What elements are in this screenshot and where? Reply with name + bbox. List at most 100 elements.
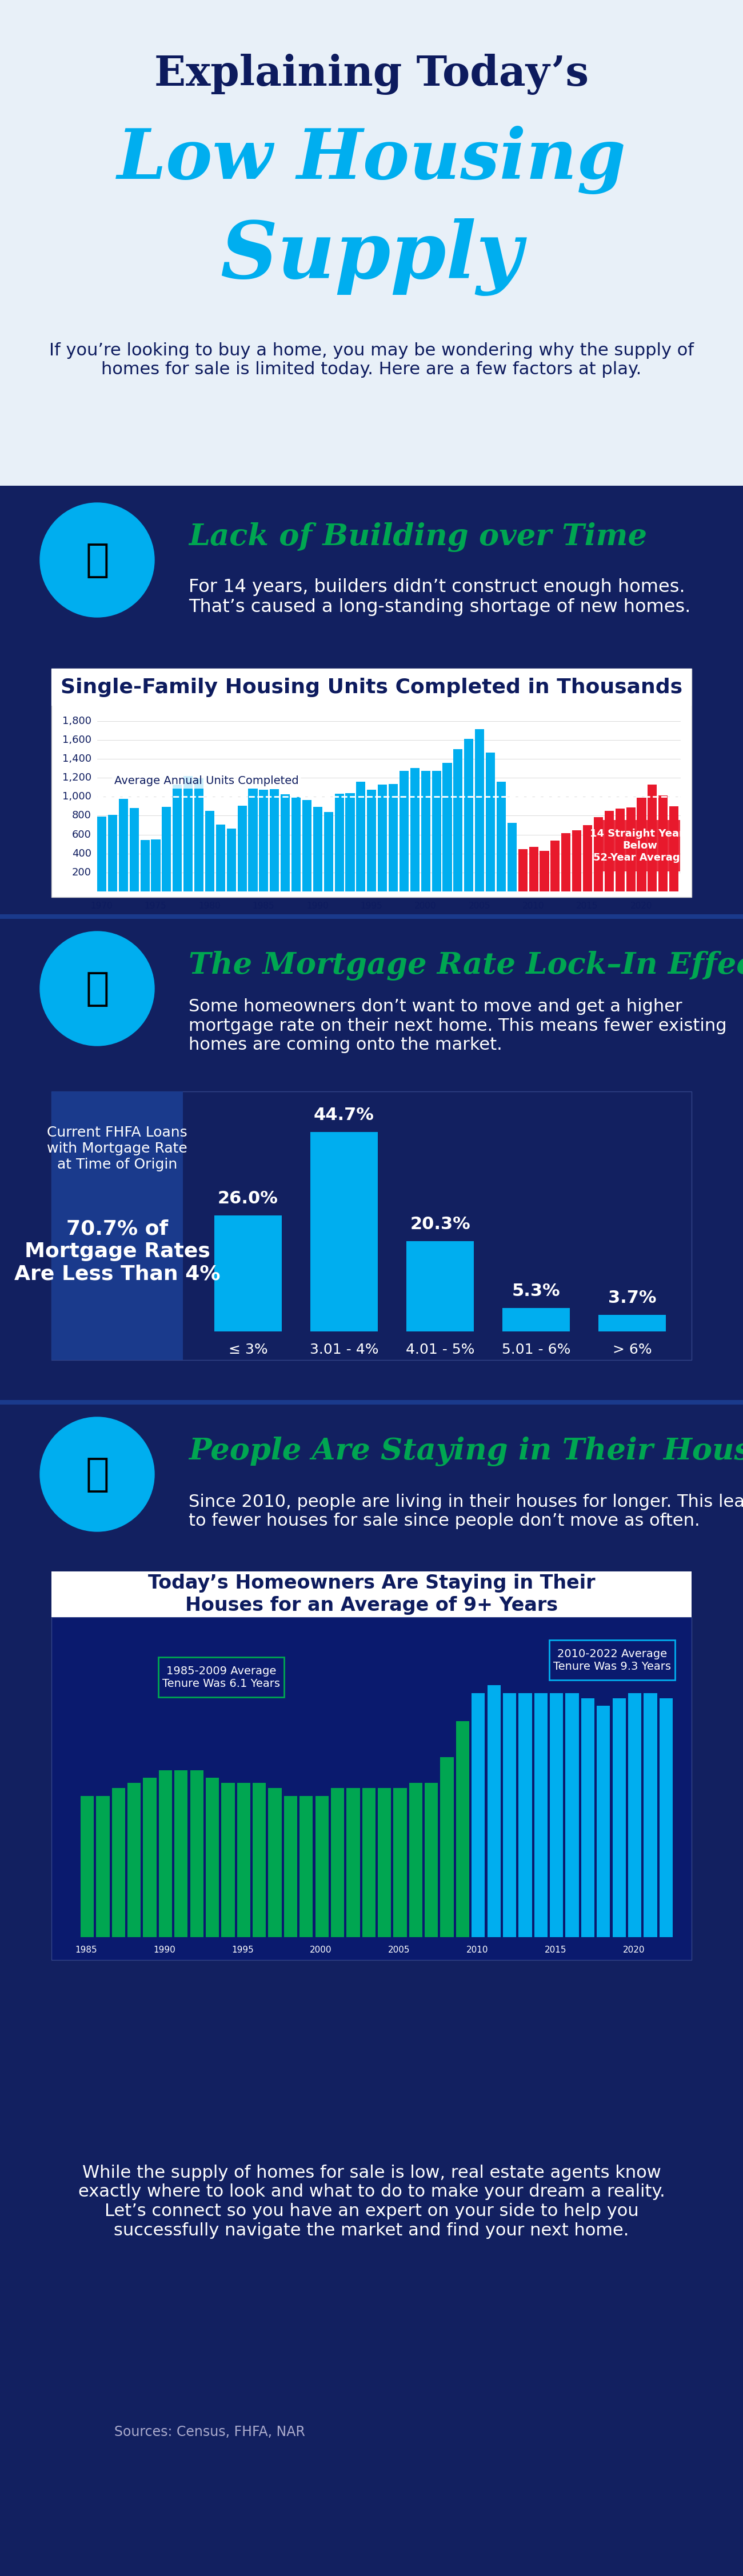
Text: Since 2010, people are living in their houses for longer. This leads
to fewer ho: Since 2010, people are living in their h… <box>189 1494 743 1530</box>
Bar <box>175 1770 188 1937</box>
Bar <box>565 1692 579 1937</box>
Bar <box>140 840 149 891</box>
Bar <box>534 1692 548 1937</box>
Text: 1985: 1985 <box>253 902 274 909</box>
Bar <box>550 1692 563 1937</box>
Bar <box>0 487 743 914</box>
Bar <box>51 670 692 896</box>
Text: 1,600: 1,600 <box>62 734 91 744</box>
Circle shape <box>40 1417 155 1530</box>
Bar <box>669 806 678 891</box>
Circle shape <box>40 933 155 1046</box>
Bar <box>324 811 333 891</box>
Bar <box>216 824 225 891</box>
Bar <box>253 1783 266 1937</box>
Text: While the supply of homes for sale is low, real estate agents know
exactly where: While the supply of homes for sale is lo… <box>78 2164 665 2239</box>
Text: 200: 200 <box>72 868 91 878</box>
Bar <box>441 1757 454 1937</box>
Bar <box>143 1777 157 1937</box>
Text: 2010: 2010 <box>467 1945 488 1955</box>
Bar <box>507 822 516 891</box>
Bar <box>409 1783 422 1937</box>
Bar <box>51 670 692 706</box>
Text: 2015: 2015 <box>545 1945 566 1955</box>
Text: 3.01 - 4%: 3.01 - 4% <box>310 1342 378 1358</box>
Bar <box>562 832 571 891</box>
Text: 2010-2022 Average
Tenure Was 9.3 Years: 2010-2022 Average Tenure Was 9.3 Years <box>554 1649 671 1672</box>
Bar <box>643 1692 657 1937</box>
Text: 1,800: 1,800 <box>62 716 91 726</box>
Bar <box>108 814 117 891</box>
Text: 20.3%: 20.3% <box>410 1216 470 1231</box>
Bar <box>299 1795 313 1937</box>
Text: 4.01 - 5%: 4.01 - 5% <box>406 1342 475 1358</box>
Text: 5.3%: 5.3% <box>512 1283 560 1298</box>
Bar <box>158 1656 284 1698</box>
Bar <box>453 750 463 891</box>
Bar <box>51 1092 183 1360</box>
Text: 1970: 1970 <box>91 902 112 909</box>
Text: 2010: 2010 <box>522 902 545 909</box>
Bar <box>315 1795 328 1937</box>
Text: 600: 600 <box>72 829 91 840</box>
Text: Current FHFA Loans
with Mortgage Rate
at Time of Origin: Current FHFA Loans with Mortgage Rate at… <box>47 1126 187 1172</box>
Text: 44.7%: 44.7% <box>314 1108 374 1123</box>
Bar <box>205 811 214 891</box>
Bar <box>128 1783 141 1937</box>
Bar <box>464 739 473 891</box>
Circle shape <box>40 502 155 618</box>
Text: People Are Staying in Their Houses Longer: People Are Staying in Their Houses Longe… <box>189 1437 743 1466</box>
Bar <box>362 1788 375 1937</box>
Bar <box>97 1795 109 1937</box>
Bar <box>432 770 441 891</box>
Bar <box>615 809 625 891</box>
Bar <box>162 806 171 891</box>
Bar <box>215 1216 282 1332</box>
Bar <box>221 1783 235 1937</box>
Bar <box>281 793 290 891</box>
Text: Today’s Homeowners Are Staying in Their
Houses for an Average of 9+ Years: Today’s Homeowners Are Staying in Their … <box>148 1574 595 1615</box>
Bar <box>190 1770 204 1937</box>
Bar <box>529 848 538 891</box>
Bar <box>626 806 635 891</box>
Text: 800: 800 <box>72 811 91 822</box>
Text: Lack of Building over Time: Lack of Building over Time <box>189 523 647 551</box>
Text: 1985-2009 Average
Tenure Was 6.1 Years: 1985-2009 Average Tenure Was 6.1 Years <box>162 1667 280 1690</box>
Text: 1985: 1985 <box>75 1945 97 1955</box>
Text: 26.0%: 26.0% <box>218 1190 279 1208</box>
Bar <box>0 0 743 487</box>
Text: For 14 years, builders didn’t construct enough homes.
That’s caused a long-stand: For 14 years, builders didn’t construct … <box>189 577 691 616</box>
Bar <box>284 1795 297 1937</box>
Text: 2015: 2015 <box>577 902 598 909</box>
Bar <box>594 817 603 891</box>
Text: > 6%: > 6% <box>612 1342 652 1358</box>
Bar <box>487 1685 501 1937</box>
Text: 2000: 2000 <box>415 902 436 909</box>
Text: 1,200: 1,200 <box>62 773 91 783</box>
Bar <box>206 1777 219 1937</box>
Text: 1980: 1980 <box>198 902 221 909</box>
Bar <box>658 796 668 891</box>
Text: 1990: 1990 <box>306 902 328 909</box>
Text: 400: 400 <box>72 848 91 858</box>
Bar <box>80 1795 94 1937</box>
Bar <box>389 783 398 891</box>
Text: 70.7% of
Mortgage Rates
Are Less Than 4%: 70.7% of Mortgage Rates Are Less Than 4% <box>14 1218 220 1283</box>
Bar <box>0 1399 743 1404</box>
Text: 2020: 2020 <box>623 1945 645 1955</box>
Bar <box>248 788 258 891</box>
Bar <box>599 1314 666 1332</box>
Bar <box>597 1705 610 1937</box>
Text: 1975: 1975 <box>144 902 166 909</box>
Bar <box>605 811 614 891</box>
Bar <box>331 1788 344 1937</box>
Text: Average Annual Units Completed: Average Annual Units Completed <box>114 775 299 786</box>
Bar <box>648 786 657 891</box>
Text: The Mortgage Rate Lock–In Effect: The Mortgage Rate Lock–In Effect <box>189 951 743 981</box>
Text: 1990: 1990 <box>153 1945 175 1955</box>
Text: Single-Family Housing Units Completed in Thousands: Single-Family Housing Units Completed in… <box>60 677 683 698</box>
Bar <box>549 1641 675 1680</box>
Text: 🔒: 🔒 <box>85 969 109 1007</box>
Bar <box>0 914 743 1399</box>
Bar <box>406 1242 474 1332</box>
